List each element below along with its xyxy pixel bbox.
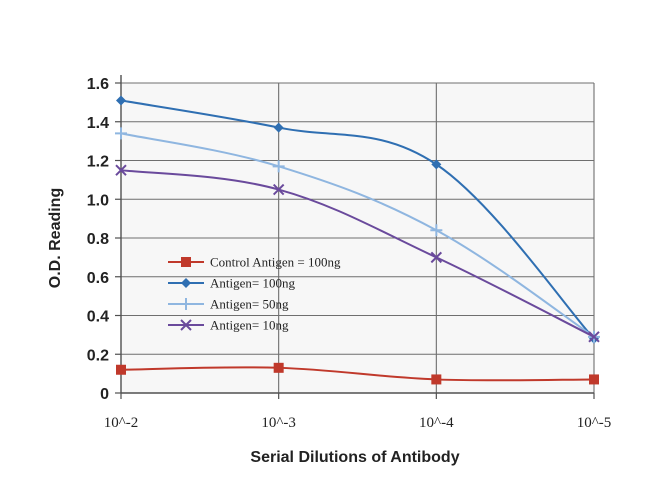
series-0: [116, 362, 599, 385]
y-tick-label: 1.0: [87, 192, 109, 209]
data-point: [116, 364, 126, 375]
legend-swatch-marker: [180, 298, 192, 310]
series-3: [115, 164, 600, 343]
legend-item: Antigen= 50ng: [168, 297, 289, 312]
data-point: [272, 160, 285, 173]
data-point: [273, 362, 284, 373]
legend-swatch-marker: [181, 257, 191, 267]
legend-item: Control Antigen = 100ng: [168, 255, 341, 270]
x-tick-label: 10^-4: [419, 415, 454, 431]
y-tick-label: 0: [100, 386, 109, 403]
data-point: [272, 183, 285, 196]
series-line: [120, 132, 595, 338]
tick-labels: 0 0.2 0.4 0.6 0.8 1.0 1.2 1.4 1.6 10^-2 10^-3 10^-4…: [87, 76, 612, 431]
x-tick-label: 10^-5: [577, 415, 612, 431]
series-line: [120, 366, 595, 382]
legend-label: Antigen= 10ng: [210, 318, 289, 333]
legend-label: Antigen= 100ng: [210, 276, 295, 291]
data-point: [589, 374, 599, 385]
y-axis-title: O.D. Reading: [47, 188, 64, 288]
y-tick-label: 0.6: [87, 270, 109, 287]
series: [115, 95, 600, 385]
data-point: [588, 331, 600, 343]
y-tick-label: 0.4: [87, 309, 109, 326]
series-line: [120, 169, 595, 338]
y-tick-label: 0.8: [87, 231, 109, 248]
legend-label: Control Antigen = 100ng: [210, 255, 341, 270]
x-tick-label: 10^-2: [104, 415, 139, 431]
y-tick-label: 1.4: [87, 115, 109, 132]
data-point: [431, 159, 442, 170]
x-axis-title: Serial Dilutions of Antibody: [250, 449, 459, 466]
legend-label: Antigen= 50ng: [210, 297, 289, 312]
x-tick-label: 10^-3: [261, 415, 296, 431]
legend-item: Antigen= 100ng: [168, 276, 295, 291]
y-tick-label: 1.2: [87, 154, 109, 171]
data-point: [273, 122, 284, 133]
y-tick-label: 1.6: [87, 76, 109, 93]
data-point: [115, 164, 127, 176]
legend-swatch-marker: [180, 319, 192, 331]
legend: Control Antigen = 100ng Antigen= 100ng Ant…: [168, 255, 341, 333]
series-2: [115, 127, 600, 343]
data-point: [116, 95, 126, 106]
legend-swatch-marker: [181, 278, 191, 288]
data-point: [115, 127, 127, 140]
data-point: [430, 251, 443, 264]
legend-item: Antigen= 10ng: [168, 318, 289, 333]
data-point: [430, 224, 443, 237]
data-point: [431, 374, 442, 385]
y-tick-label: 0.2: [87, 347, 109, 364]
series-line: [120, 99, 595, 340]
